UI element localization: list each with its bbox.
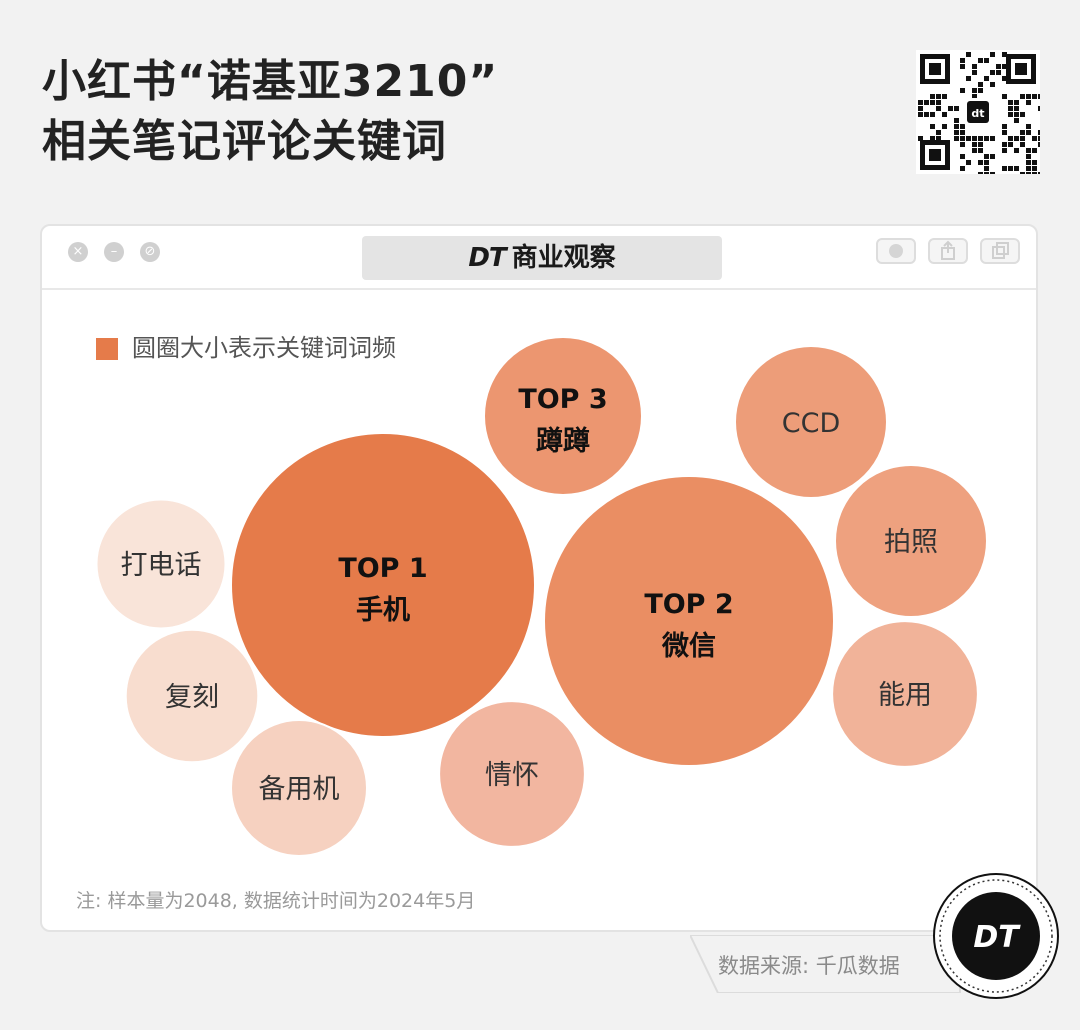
page-title: 小红书“诺基亚3210” 相关笔记评论关键词 — [42, 52, 498, 172]
source-tab — [690, 935, 961, 993]
bubble-10: 打电话 — [95, 498, 227, 630]
svg-text:dt: dt — [971, 107, 984, 120]
fullscreen-icon[interactable]: ⊘ — [140, 242, 160, 262]
bubble-rank-label: TOP 2 — [644, 589, 733, 620]
bubble-circle — [230, 432, 536, 738]
bubble-circle — [95, 498, 227, 630]
bubble-1: TOP 1 手机 — [230, 432, 536, 738]
bubble-keyword-label: 拍照 — [884, 527, 938, 558]
legend-label: 圆圈大小表示关键词词频 — [132, 334, 396, 362]
footnote: 注: 样本量为2048, 数据统计时间为2024年5月 — [76, 890, 476, 912]
record-icon[interactable] — [876, 238, 916, 264]
bubble-7: 情怀 — [438, 700, 586, 848]
bubble-circle — [230, 719, 368, 857]
bubble-6: 能用 — [831, 620, 979, 768]
bubble-keyword-label: 备用机 — [259, 774, 340, 805]
bubble-circle — [734, 345, 888, 499]
bubble-circle — [543, 475, 835, 767]
qr-code-icon: dt — [916, 50, 1040, 174]
bubble-rank-label: TOP 3 — [518, 384, 607, 415]
title-line-2: 相关笔记评论关键词 — [42, 116, 447, 167]
bubble-2: TOP 2 微信 — [543, 475, 835, 767]
bubble-circle — [483, 336, 643, 496]
bubble-circle — [124, 628, 260, 764]
bubble-4: CCD — [734, 345, 888, 499]
dt-logo: DT — [933, 873, 1059, 999]
brand-mark: DT — [468, 243, 506, 273]
bubble-rank-label: TOP 1 — [338, 553, 427, 584]
logo-text: DT — [973, 920, 1021, 955]
bubble-keyword-label: 能用 — [878, 680, 932, 711]
bubble-5: 拍照 — [834, 464, 988, 618]
window-title-bar: × – ⊘ DT 商业观察 — [42, 226, 1036, 290]
title-line-1: 小红书“诺基亚3210” — [42, 56, 499, 107]
share-icon[interactable] — [928, 238, 968, 264]
bubble-8: 备用机 — [230, 719, 368, 857]
data-source: 数据来源: 千瓜数据 — [718, 954, 900, 978]
close-icon[interactable]: × — [68, 242, 88, 262]
bubble-circle — [831, 620, 979, 768]
legend-swatch — [96, 338, 118, 360]
bubble-circle — [438, 700, 586, 848]
bubble-3: TOP 3 蹲蹲 — [483, 336, 643, 496]
bubble-9: 复刻 — [124, 628, 260, 764]
bubble-keyword-label: 手机 — [356, 595, 410, 626]
brand-bar: DT 商业观察 — [362, 236, 722, 280]
bubble-keyword-label: 复刻 — [165, 682, 219, 713]
minimize-icon[interactable]: – — [104, 242, 124, 262]
bubble-keyword-label: 打电话 — [121, 550, 202, 581]
bubble-keyword-label: CCD — [782, 408, 841, 439]
bubble-keyword-label: 微信 — [661, 631, 716, 662]
bubble-keyword-label: 蹲蹲 — [536, 426, 590, 457]
bubble-keyword-label: 情怀 — [485, 760, 539, 791]
copy-icon[interactable] — [980, 238, 1020, 264]
brand-name: 商业观察 — [511, 243, 616, 273]
bubble-circle — [834, 464, 988, 618]
